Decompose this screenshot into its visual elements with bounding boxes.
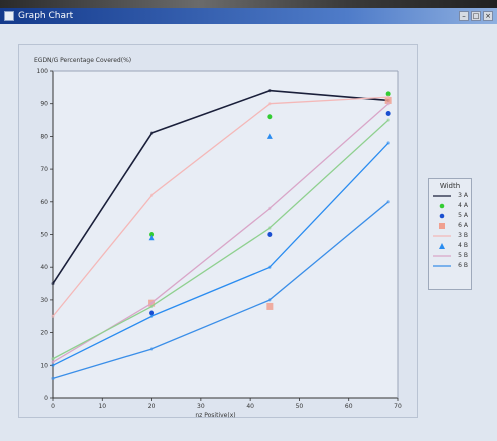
x-tick-label: 20 <box>148 403 156 410</box>
data-point <box>268 102 272 106</box>
data-point <box>51 376 55 380</box>
data-point <box>267 232 273 237</box>
series-line <box>52 96 389 317</box>
legend-label: 6 B <box>458 262 468 269</box>
legend-swatch <box>439 213 445 219</box>
x-tick-label: 50 <box>296 403 304 410</box>
series-line <box>52 89 389 284</box>
x-tick-label: 40 <box>246 403 254 410</box>
data-point <box>386 95 390 99</box>
data-point <box>51 314 55 318</box>
x-axis-label: nz Positive(x) <box>195 412 235 419</box>
legend-item: 4 A <box>429 201 471 211</box>
data-point <box>149 232 155 237</box>
data-point <box>149 314 154 318</box>
data-point <box>386 102 390 106</box>
data-point <box>386 141 390 145</box>
legend-item: 6 B <box>429 261 471 271</box>
app-icon <box>4 11 14 21</box>
y-tick-label: 0 <box>44 395 48 402</box>
legend-swatch-marker <box>439 243 445 249</box>
y-tick-label: 50 <box>40 232 48 239</box>
data-point <box>385 91 391 97</box>
series-line <box>52 201 389 380</box>
chart-title: EGDN/G Percentage Covered(%) <box>34 57 131 64</box>
data-point <box>51 363 55 367</box>
title-bar[interactable]: Graph Chart – □ × <box>0 8 497 24</box>
legend-swatch <box>433 255 451 257</box>
data-point <box>149 131 154 135</box>
x-tick-label: 0 <box>51 403 55 410</box>
data-point <box>51 360 55 364</box>
y-tick-label: 20 <box>40 330 48 337</box>
y-tick-label: 70 <box>40 166 48 173</box>
legend-label: 5 B <box>458 252 468 259</box>
legend-label: 4 A <box>458 202 468 209</box>
x-tick-label: 30 <box>197 403 205 410</box>
data-point <box>267 114 273 120</box>
data-point <box>266 133 273 139</box>
x-tick-label: 70 <box>394 403 402 410</box>
close-button[interactable]: × <box>483 11 493 21</box>
y-tick-label: 60 <box>40 199 48 206</box>
data-point <box>149 310 155 316</box>
minimize-button[interactable]: – <box>459 11 469 21</box>
data-point <box>385 111 391 117</box>
legend-label: 4 B <box>458 242 468 249</box>
data-point <box>51 281 55 286</box>
legend-item: 5 A <box>429 211 471 221</box>
y-tick-label: 80 <box>40 133 48 140</box>
legend-label: 5 A <box>458 212 468 219</box>
data-point <box>149 193 154 197</box>
legend-swatch <box>439 203 445 209</box>
data-point <box>268 89 272 93</box>
data-point <box>268 206 272 210</box>
data-point <box>51 357 55 361</box>
data-point <box>386 200 390 204</box>
x-tick-label: 10 <box>98 403 106 410</box>
series-line <box>52 142 389 366</box>
legend-label: 3 A <box>458 192 468 199</box>
legend: Width 3 A 4 A 5 A 6 A 3 B 4 B 5 B 6 B <box>428 178 472 290</box>
y-tick-label: 10 <box>40 362 48 369</box>
data-point <box>384 96 392 104</box>
data-point <box>149 347 154 351</box>
y-tick-label: 40 <box>40 264 48 271</box>
data-point <box>268 265 272 269</box>
legend-item: 3 B <box>429 231 471 241</box>
legend-swatch-marker <box>439 223 445 229</box>
legend-swatch <box>439 223 445 229</box>
data-point <box>386 118 390 122</box>
legend-label: 3 B <box>458 232 468 239</box>
plot-area <box>53 71 398 398</box>
x-tick-label: 60 <box>345 403 353 410</box>
data-point <box>268 226 272 230</box>
legend-swatch-marker <box>439 203 445 209</box>
data-point <box>149 304 154 309</box>
legend-item: 5 B <box>429 251 471 261</box>
legend-item: 4 B <box>429 241 471 251</box>
data-point <box>149 301 154 305</box>
legend-swatch <box>433 235 451 237</box>
desktop-background <box>0 0 497 8</box>
legend-swatch-marker <box>439 213 445 219</box>
legend-swatch <box>433 265 451 267</box>
data-point <box>266 302 274 310</box>
y-tick-label: 90 <box>40 101 48 108</box>
window-controls: – □ × <box>459 11 493 21</box>
y-tick-label: 30 <box>40 297 48 304</box>
y-tick-label: 100 <box>37 68 49 75</box>
legend-title: Width <box>439 182 461 190</box>
data-point <box>268 298 272 302</box>
series-line <box>52 119 389 360</box>
maximize-button[interactable]: □ <box>471 11 481 21</box>
data-point <box>148 234 155 241</box>
legend-swatch <box>439 243 445 249</box>
legend-item: 3 A <box>429 191 471 201</box>
legend-label: 6 A <box>458 222 468 229</box>
window-title: Graph Chart <box>18 11 74 21</box>
legend-swatch <box>433 195 451 197</box>
legend-item: 6 A <box>429 221 471 231</box>
